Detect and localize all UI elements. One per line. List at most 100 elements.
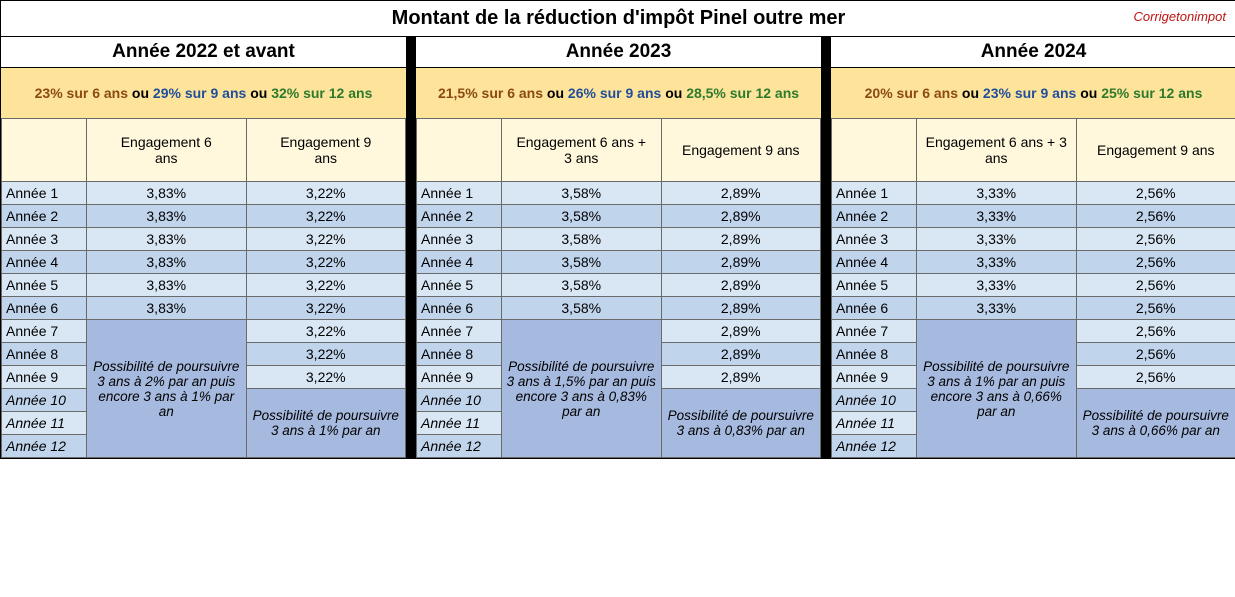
col6-header: Engagement 6 ans + 3ans: [917, 119, 1077, 182]
col9-value: 3,22%: [246, 297, 406, 320]
table-row: Année 33,58%2,89%: [417, 228, 821, 251]
col9-value: 3,22%: [246, 251, 406, 274]
year-block: Année 202420% sur 6 ans ou 23% sur 9 ans…: [831, 37, 1235, 458]
col9-header: Engagement 9ans: [246, 119, 406, 182]
col9-value: 2,56%: [1076, 366, 1235, 389]
rate-9: 29% sur 9 ans: [153, 85, 246, 101]
year-title: Année 2023: [416, 37, 821, 68]
row-label: Année 9: [417, 366, 502, 389]
col9-value: 2,89%: [661, 251, 821, 274]
row-label: Année 5: [832, 274, 917, 297]
pinel-table-wrapper: Montant de la réduction d'impôt Pinel ou…: [0, 0, 1235, 459]
row-label: Année 8: [832, 343, 917, 366]
col9-value: 2,56%: [1076, 228, 1235, 251]
table-row: Année 7Possibilité de poursuivre 3 ans à…: [2, 320, 406, 343]
col6-value: 3,83%: [87, 274, 247, 297]
col6-value: 3,33%: [917, 205, 1077, 228]
col6-value: 3,33%: [917, 251, 1077, 274]
row-label: Année 1: [417, 182, 502, 205]
table-row: Année 7Possibilité de poursuivre 3 ans à…: [832, 320, 1235, 343]
row-label: Année 12: [417, 435, 502, 458]
col6-value: 3,58%: [502, 228, 662, 251]
column-separator: [406, 37, 416, 458]
row-label: Année 4: [2, 251, 87, 274]
table-row: Année 7Possibilité de poursuivre 3 ans à…: [417, 320, 821, 343]
row-label: Année 1: [2, 182, 87, 205]
year-block: Année 2022 et avant23% sur 6 ans ou 29% …: [1, 37, 406, 458]
row-label: Année 9: [832, 366, 917, 389]
empty-header: [832, 119, 917, 182]
col6-header: Engagement 6 ans +3 ans: [502, 119, 662, 182]
table-row: Année 43,58%2,89%: [417, 251, 821, 274]
col6-value: 3,58%: [502, 205, 662, 228]
col6-value: 3,33%: [917, 228, 1077, 251]
col6-value: 3,33%: [917, 274, 1077, 297]
row-label: Année 3: [832, 228, 917, 251]
col9-note: Possibilité de poursuivre 3 ans à 1% par…: [246, 389, 406, 458]
col9-header: Engagement 9 ans: [661, 119, 821, 182]
separator-ou: ou: [665, 85, 682, 101]
table-row: Année 63,33%2,56%: [832, 297, 1235, 320]
col9-value: 2,89%: [661, 205, 821, 228]
row-label: Année 12: [832, 435, 917, 458]
col9-value: 2,89%: [661, 228, 821, 251]
col9-value: 2,56%: [1076, 205, 1235, 228]
year-title: Année 2022 et avant: [1, 37, 406, 68]
table-row: Année 53,33%2,56%: [832, 274, 1235, 297]
col9-value: 2,56%: [1076, 274, 1235, 297]
col6-value: 3,58%: [502, 274, 662, 297]
col9-header: Engagement 9 ans: [1076, 119, 1235, 182]
col6-value: 3,83%: [87, 297, 247, 320]
table-row: Année 13,83%3,22%: [2, 182, 406, 205]
col9-note: Possibilité de poursuivre 3 ans à 0,83% …: [661, 389, 821, 458]
row-label: Année 5: [2, 274, 87, 297]
row-label: Année 4: [832, 251, 917, 274]
row-label: Année 9: [2, 366, 87, 389]
row-label: Année 1: [832, 182, 917, 205]
rates-table: Engagement 6ansEngagement 9ansAnnée 13,8…: [1, 118, 406, 458]
separator-ou: ou: [547, 85, 564, 101]
row-label: Année 4: [417, 251, 502, 274]
col9-value: 3,22%: [246, 320, 406, 343]
rate-6: 20% sur 6 ans: [865, 85, 958, 101]
col9-value: 3,22%: [246, 228, 406, 251]
row-label: Année 10: [832, 389, 917, 412]
year-title: Année 2024: [831, 37, 1235, 68]
col6-value: 3,58%: [502, 251, 662, 274]
col6-note: Possibilité de poursuivre 3 ans à 1,5% p…: [502, 320, 662, 458]
col9-value: 2,56%: [1076, 320, 1235, 343]
main-title: Montant de la réduction d'impôt Pinel ou…: [392, 7, 846, 29]
row-label: Année 2: [832, 205, 917, 228]
table-row: Année 13,33%2,56%: [832, 182, 1235, 205]
row-label: Année 10: [417, 389, 502, 412]
col6-value: 3,83%: [87, 205, 247, 228]
row-label: Année 6: [417, 297, 502, 320]
col6-value: 3,33%: [917, 182, 1077, 205]
col9-value: 3,22%: [246, 274, 406, 297]
rate-summary: 21,5% sur 6 ans ou 26% sur 9 ans ou 28,5…: [416, 68, 821, 118]
row-label: Année 11: [417, 412, 502, 435]
rate-12: 25% sur 12 ans: [1101, 85, 1202, 101]
row-label: Année 2: [2, 205, 87, 228]
rate-summary: 20% sur 6 ans ou 23% sur 9 ans ou 25% su…: [831, 68, 1235, 118]
col9-value: 2,56%: [1076, 251, 1235, 274]
rate-12: 32% sur 12 ans: [271, 85, 372, 101]
rate-6: 21,5% sur 6 ans: [438, 85, 543, 101]
rate-9: 23% sur 9 ans: [983, 85, 1076, 101]
row-label: Année 2: [417, 205, 502, 228]
col9-note: Possibilité de poursuivre 3 ans à 0,66% …: [1076, 389, 1235, 458]
col9-value: 2,89%: [661, 297, 821, 320]
rate-6: 23% sur 6 ans: [35, 85, 128, 101]
row-label: Année 5: [417, 274, 502, 297]
col9-value: 2,89%: [661, 274, 821, 297]
column-separator: [821, 37, 831, 458]
col6-value: 3,33%: [917, 297, 1077, 320]
row-label: Année 7: [417, 320, 502, 343]
col9-value: 2,56%: [1076, 182, 1235, 205]
col6-value: 3,83%: [87, 251, 247, 274]
rates-table: Engagement 6 ans +3 ansEngagement 9 ansA…: [416, 118, 821, 458]
rates-table: Engagement 6 ans + 3ansEngagement 9 ansA…: [831, 118, 1235, 458]
col9-value: 3,22%: [246, 205, 406, 228]
col9-value: 3,22%: [246, 182, 406, 205]
table-row: Année 13,58%2,89%: [417, 182, 821, 205]
